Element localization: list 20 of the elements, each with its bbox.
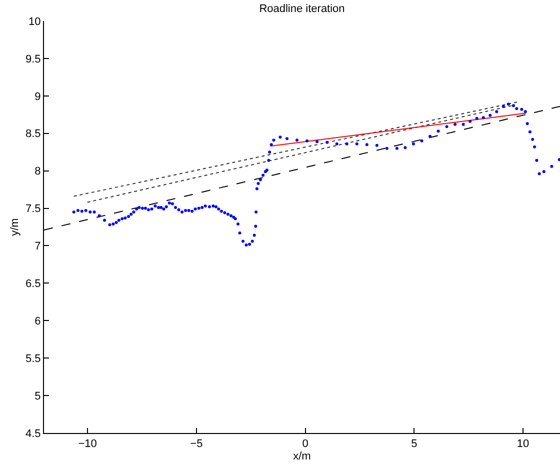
y-axis-title: y/m	[9, 218, 22, 236]
x-tick-label: 10	[516, 438, 530, 450]
x-tick-label: −10	[78, 438, 97, 450]
y-tick-label: 4.5	[26, 428, 41, 440]
x-tick-label: 0	[302, 438, 308, 450]
x-tick-label: 5	[411, 438, 418, 450]
y-tick-label: 5.5	[26, 352, 41, 365]
x-tick-label: −5	[190, 438, 203, 450]
y-tick-label: 9	[34, 90, 41, 103]
y-tick-label: 9.5	[26, 53, 41, 66]
x-axis-title: x/m	[293, 450, 311, 462]
y-tick-label: 7	[34, 240, 41, 253]
y-tick-label: 8	[34, 166, 41, 178]
y-tick-label: 7.5	[26, 203, 41, 216]
chart-title: Roadline iteration	[259, 2, 345, 15]
y-tick-label: 10	[28, 16, 41, 28]
y-tick-label: 8.5	[26, 128, 41, 140]
y-tick-label: 6.5	[26, 278, 41, 290]
y-tick-label: 6	[34, 315, 41, 328]
y-tick-label: 5	[34, 390, 41, 402]
